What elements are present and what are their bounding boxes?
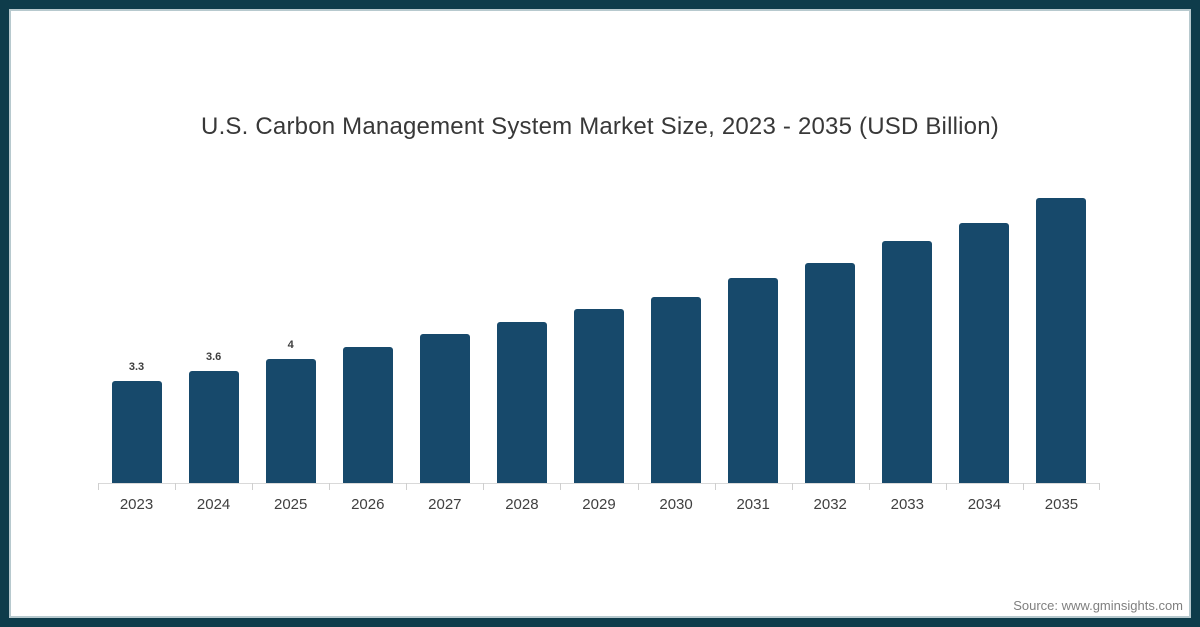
- axis-tick: [406, 483, 408, 490]
- bar-slot: 2029: [560, 9, 637, 513]
- axis-tick: [637, 483, 639, 490]
- x-tick-label: 2034: [967, 496, 1002, 513]
- bar-2026: [342, 346, 393, 483]
- bar-slot: 2026: [329, 9, 406, 513]
- bar-2024: [188, 371, 239, 483]
- axis-tick: [483, 483, 485, 490]
- x-tick-label: 2030: [659, 496, 693, 513]
- plot-area: 3.3 2023 3.6 2024 4 2025 2026 2027 2028 2029 2030 2…: [98, 9, 1100, 513]
- bar-2033: [882, 241, 933, 483]
- x-tick-label: 2024: [196, 496, 231, 513]
- bar-2034: [959, 222, 1010, 483]
- bar-2030: [651, 297, 702, 483]
- x-tick-label: 2035: [1044, 496, 1079, 513]
- axis-tick: [1022, 483, 1024, 490]
- bar-2031: [728, 278, 779, 483]
- x-tick-label: 2023: [119, 496, 154, 513]
- bar-slot: 2030: [638, 9, 715, 513]
- bar-2032: [805, 262, 856, 483]
- x-tick-label: 2033: [890, 496, 924, 513]
- axis-tick: [791, 483, 793, 490]
- chart-title: U.S. Carbon Management System Market Siz…: [201, 113, 999, 140]
- axis-tick: [560, 483, 562, 490]
- bar-slot: 2027: [406, 9, 483, 513]
- axis-tick: [868, 483, 870, 490]
- bar-2029: [573, 309, 624, 483]
- value-label: 4: [287, 339, 294, 351]
- bar-slot: 2034: [946, 9, 1023, 513]
- bar-2035: [1036, 197, 1087, 483]
- axis-tick: [329, 483, 331, 490]
- bar-slot: 2031: [715, 9, 792, 513]
- bar-2028: [496, 321, 547, 483]
- value-label: 3.6: [205, 351, 222, 364]
- axis-tick: [252, 483, 254, 490]
- bar-slot: 2033: [869, 9, 946, 513]
- bar-slot: 3.6 2024: [175, 9, 252, 513]
- x-tick-label: 2029: [582, 496, 616, 513]
- value-label: 3.3: [128, 360, 145, 373]
- x-tick-label: 2028: [505, 496, 539, 513]
- bar-slot: 2032: [792, 9, 869, 513]
- source-credit: Source: www.gminsights.com: [1013, 598, 1183, 613]
- bar-2025: [265, 359, 316, 483]
- x-tick-label: 2025: [273, 496, 308, 513]
- x-tick-label: 2026: [351, 496, 385, 513]
- x-tick-label: 2031: [736, 496, 770, 513]
- bar-slot: 2035: [1023, 9, 1100, 513]
- bar-2023: [111, 380, 162, 483]
- axis-tick: [175, 483, 177, 490]
- x-tick-label: 2032: [813, 496, 847, 513]
- bar-slot: 3.3 2023: [98, 9, 175, 513]
- bar-slot: 2028: [483, 9, 560, 513]
- axis-tick: [945, 483, 947, 490]
- bar-slot: 4 2025: [252, 9, 329, 513]
- axis-tick: [714, 483, 716, 490]
- x-tick-label: 2027: [428, 496, 462, 513]
- axis-tick: [1099, 483, 1100, 490]
- bar-2027: [419, 334, 470, 483]
- axis-tick: [98, 483, 99, 490]
